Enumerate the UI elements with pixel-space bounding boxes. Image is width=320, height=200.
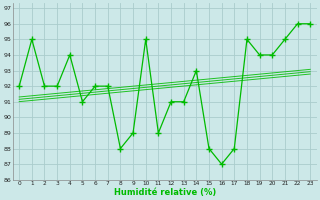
X-axis label: Humidité relative (%): Humidité relative (%) [114, 188, 216, 197]
